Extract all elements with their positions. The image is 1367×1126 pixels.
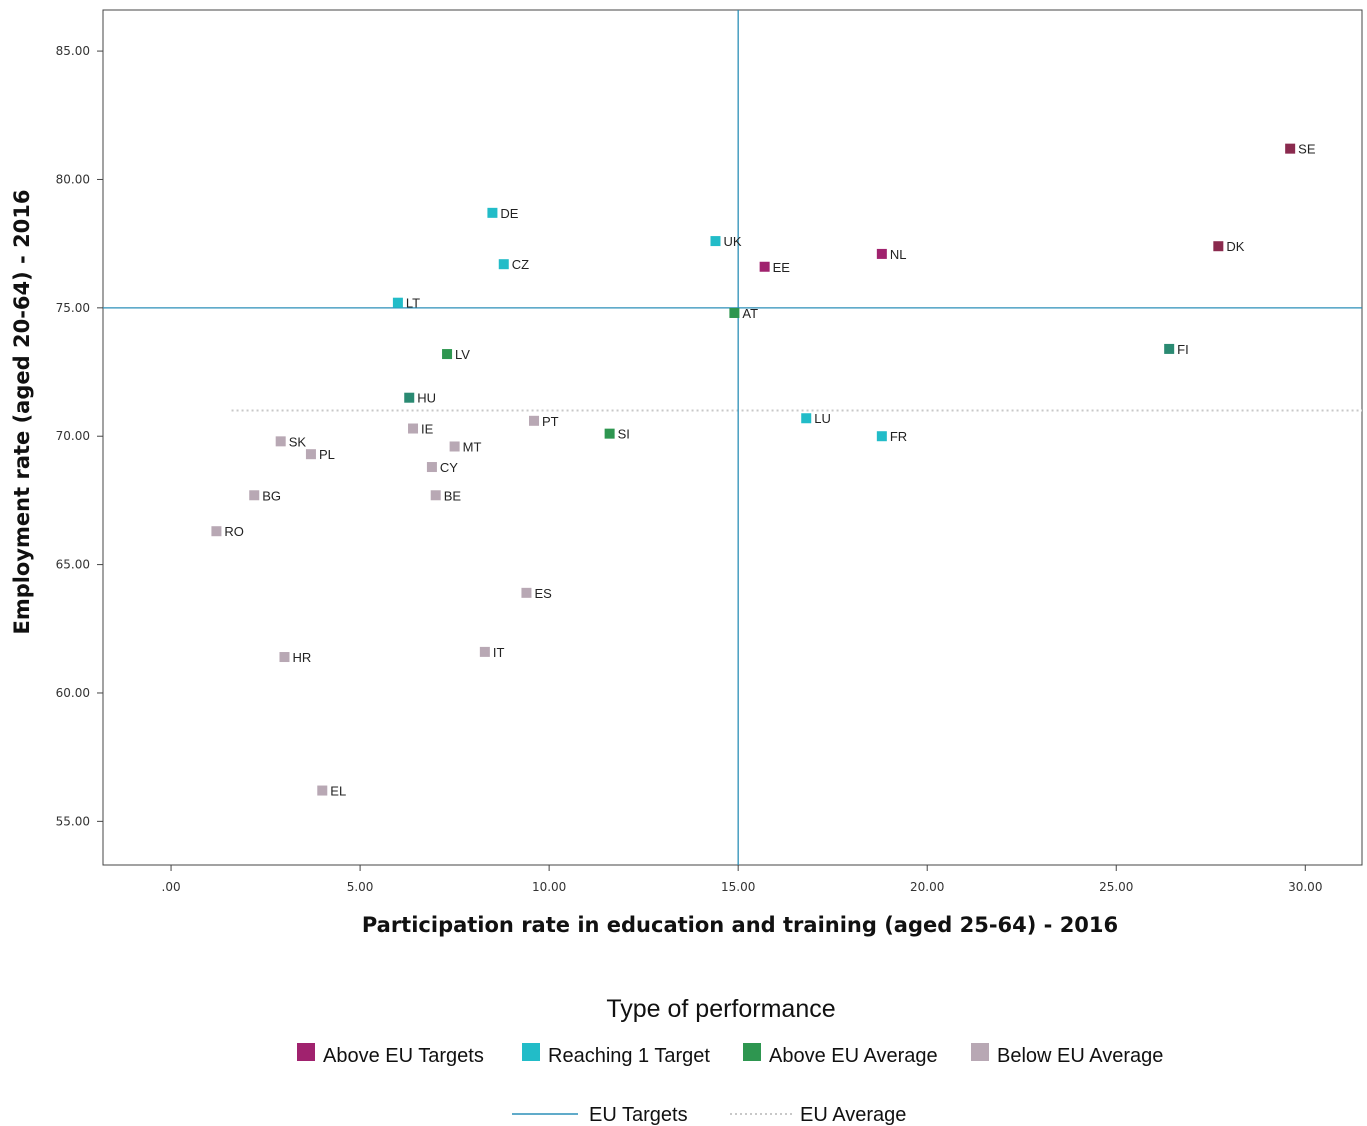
data-point-marker	[249, 490, 260, 501]
y-tick-label: 75.00	[56, 301, 90, 315]
data-point-marker	[305, 449, 316, 460]
data-point-marker	[1285, 143, 1296, 154]
data-point-label: FI	[1177, 342, 1189, 357]
data-point-label: UK	[723, 234, 741, 249]
data-point-marker	[529, 415, 540, 426]
data-point-label: IE	[421, 422, 434, 437]
data-point-marker	[404, 392, 415, 403]
data-point-label: AT	[742, 306, 758, 321]
data-point-marker	[442, 349, 453, 360]
data-point-marker	[392, 297, 403, 308]
data-point-marker	[876, 248, 887, 259]
legend-line-label: EU Average	[800, 1104, 906, 1126]
legend-swatch	[743, 1043, 761, 1061]
data-point-marker	[498, 259, 509, 270]
data-point-label: HU	[417, 391, 436, 406]
data-point-label: BG	[262, 488, 281, 503]
data-point-marker	[521, 587, 532, 598]
x-tick-label: 30.00	[1288, 880, 1322, 894]
data-point-label: NL	[890, 247, 907, 262]
data-point-label: CZ	[512, 257, 529, 272]
data-point-label: PL	[319, 447, 335, 462]
data-point-marker	[1164, 343, 1175, 354]
x-tick-label: 25.00	[1099, 880, 1133, 894]
data-point-label: SI	[618, 427, 630, 442]
data-point-label: HR	[292, 650, 311, 665]
data-point-label: LU	[814, 411, 831, 426]
legend: Above EU Targets Reaching 1 Target Above E…	[297, 1043, 1163, 1126]
data-point-marker	[449, 441, 460, 452]
data-point-label: SE	[1298, 142, 1316, 157]
data-point-label: DK	[1226, 239, 1244, 254]
y-tick-label: 65.00	[56, 558, 90, 572]
legend-title: Type of performance	[606, 995, 835, 1023]
y-tick-label: 55.00	[56, 814, 90, 828]
data-point-label: FR	[890, 429, 907, 444]
x-tick-label: 15.00	[721, 880, 755, 894]
legend-label: Above EU Average	[769, 1045, 938, 1067]
data-point-marker	[710, 236, 721, 247]
y-axis-ticks: 55.00 60.00 65.00 70.00 75.00 80.00 85.00	[56, 44, 103, 828]
legend-swatch	[971, 1043, 989, 1061]
x-tick-label: 20.00	[910, 880, 944, 894]
data-point-marker	[479, 646, 490, 657]
x-tick-label: 5.00	[347, 880, 374, 894]
data-point-marker	[317, 785, 328, 796]
data-point-label: LV	[455, 347, 470, 362]
data-point-marker	[426, 462, 437, 473]
data-point-marker	[876, 431, 887, 442]
data-point-label: CY	[440, 460, 458, 475]
y-axis-title: Employment rate (aged 20-64) - 2016	[10, 189, 34, 634]
data-point-marker	[211, 526, 222, 537]
legend-swatch	[522, 1043, 540, 1061]
legend-line-label: EU Targets	[589, 1104, 688, 1126]
y-tick-label: 70.00	[56, 429, 90, 443]
data-point-marker	[430, 490, 441, 501]
data-point-marker	[1213, 241, 1224, 252]
data-point-marker	[275, 436, 286, 447]
data-point-marker	[604, 428, 615, 439]
legend-swatch	[297, 1043, 315, 1061]
data-point-marker	[408, 423, 419, 434]
data-point-label: BE	[444, 488, 462, 503]
x-axis-ticks: .00 5.00 10.00 15.00 20.00 25.00 30.00	[162, 865, 1322, 894]
data-point-marker	[801, 413, 812, 424]
x-tick-label: .00	[162, 880, 181, 894]
data-point-marker	[487, 207, 498, 218]
data-point-label: SK	[289, 434, 307, 449]
legend-label: Reaching 1 Target	[548, 1045, 710, 1067]
y-tick-label: 85.00	[56, 44, 90, 58]
legend-label: Below EU Average	[997, 1045, 1163, 1067]
y-tick-label: 80.00	[56, 172, 90, 186]
legend-label: Above EU Targets	[323, 1045, 484, 1067]
data-point-label: LT	[406, 296, 420, 311]
eu-target-lines-group	[103, 10, 1362, 865]
data-point-marker	[729, 307, 740, 318]
data-point-label: EE	[773, 260, 791, 275]
data-point-label: ES	[534, 586, 552, 601]
data-points: SE DK NL EE UK DE CZ LT LU FR AT FI LV HU SI PT IE MT SK PL…	[211, 142, 1316, 799]
x-tick-label: 10.00	[532, 880, 566, 894]
data-point-marker	[759, 261, 770, 272]
data-point-label: IT	[493, 645, 505, 660]
data-point-label: DE	[500, 206, 518, 221]
data-point-marker	[279, 652, 290, 663]
data-point-label: MT	[463, 439, 482, 454]
x-axis-title: Participation rate in education and trai…	[362, 913, 1118, 937]
data-point-label: EL	[330, 784, 346, 799]
y-tick-label: 60.00	[56, 686, 90, 700]
data-point-label: PT	[542, 414, 559, 429]
data-point-label: RO	[224, 524, 244, 539]
plot-frame	[102, 9, 1363, 866]
